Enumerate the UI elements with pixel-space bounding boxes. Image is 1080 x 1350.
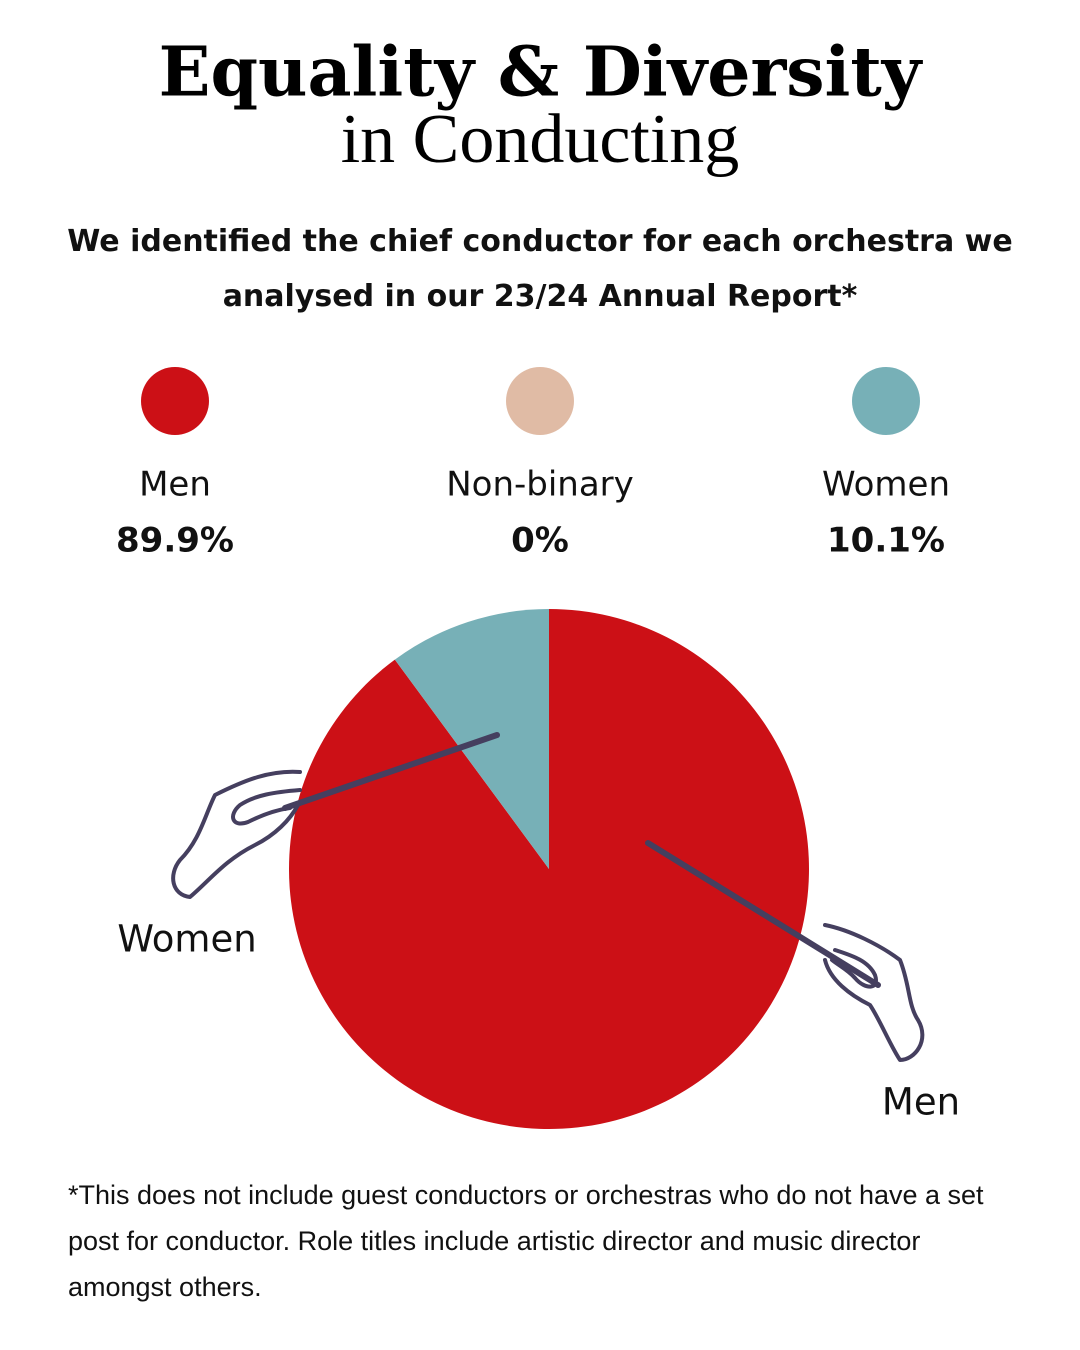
legend-value: 89.9% [116, 521, 234, 561]
legend-label: Non-binary [446, 465, 634, 505]
legend-swatch [506, 367, 574, 435]
pie [288, 609, 809, 1130]
baton-decoration [171, 732, 925, 1062]
slice-label: Women [117, 918, 256, 961]
chart-subtitle: in Conducting [341, 101, 740, 178]
footnote: *This does not include guest conductors … [68, 1180, 984, 1302]
description: We identified the chief conductor for ea… [67, 224, 1013, 314]
chart-title: Equality & Diversity [159, 33, 924, 113]
legend-label: Women [822, 465, 950, 505]
legend: Men 89.9% Non-binary 0% Women 10.1% [116, 367, 950, 561]
pie-slice [394, 609, 549, 869]
legend-swatch [852, 367, 920, 435]
pie-slice [288, 609, 809, 1130]
legend-value: 0% [511, 521, 569, 561]
legend-swatch [141, 367, 209, 435]
legend-value: 10.1% [827, 521, 945, 561]
slice-label: Men [882, 1081, 960, 1124]
legend-label: Men [139, 465, 211, 505]
